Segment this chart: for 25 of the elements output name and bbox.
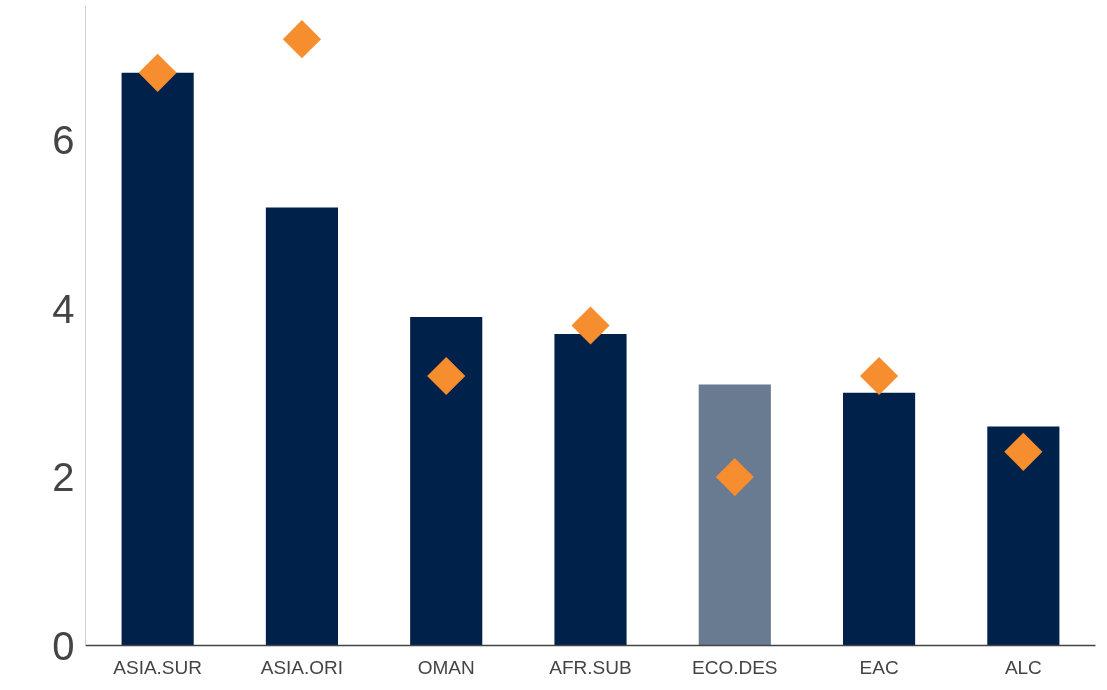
point <box>427 356 466 396</box>
y-tick-label: 2 <box>52 455 75 500</box>
x-tick-label: EAC <box>859 656 899 678</box>
y-tick-label: 0 <box>52 623 75 668</box>
bar <box>698 384 771 646</box>
point <box>282 20 322 59</box>
x-tick-label: AFR.SUB <box>549 656 632 678</box>
x-tick-label: OMAN <box>417 656 475 678</box>
bar <box>410 317 483 646</box>
bar <box>843 392 916 646</box>
x-tick-label: ASIA.ORI <box>260 656 344 678</box>
x-tick-label: ECO.DES <box>692 656 778 678</box>
bar <box>265 207 338 646</box>
point <box>138 53 177 92</box>
point <box>571 306 610 345</box>
point <box>715 457 754 497</box>
y-tick-label: 4 <box>52 286 75 331</box>
point <box>1004 432 1043 471</box>
x-tick-label: ASIA.SUR <box>113 656 202 678</box>
point <box>859 356 899 396</box>
bar <box>987 426 1060 646</box>
bar <box>121 72 194 646</box>
bar <box>554 333 627 646</box>
x-tick-label: ALC <box>1004 656 1042 678</box>
y-tick-label: 6 <box>52 118 75 163</box>
